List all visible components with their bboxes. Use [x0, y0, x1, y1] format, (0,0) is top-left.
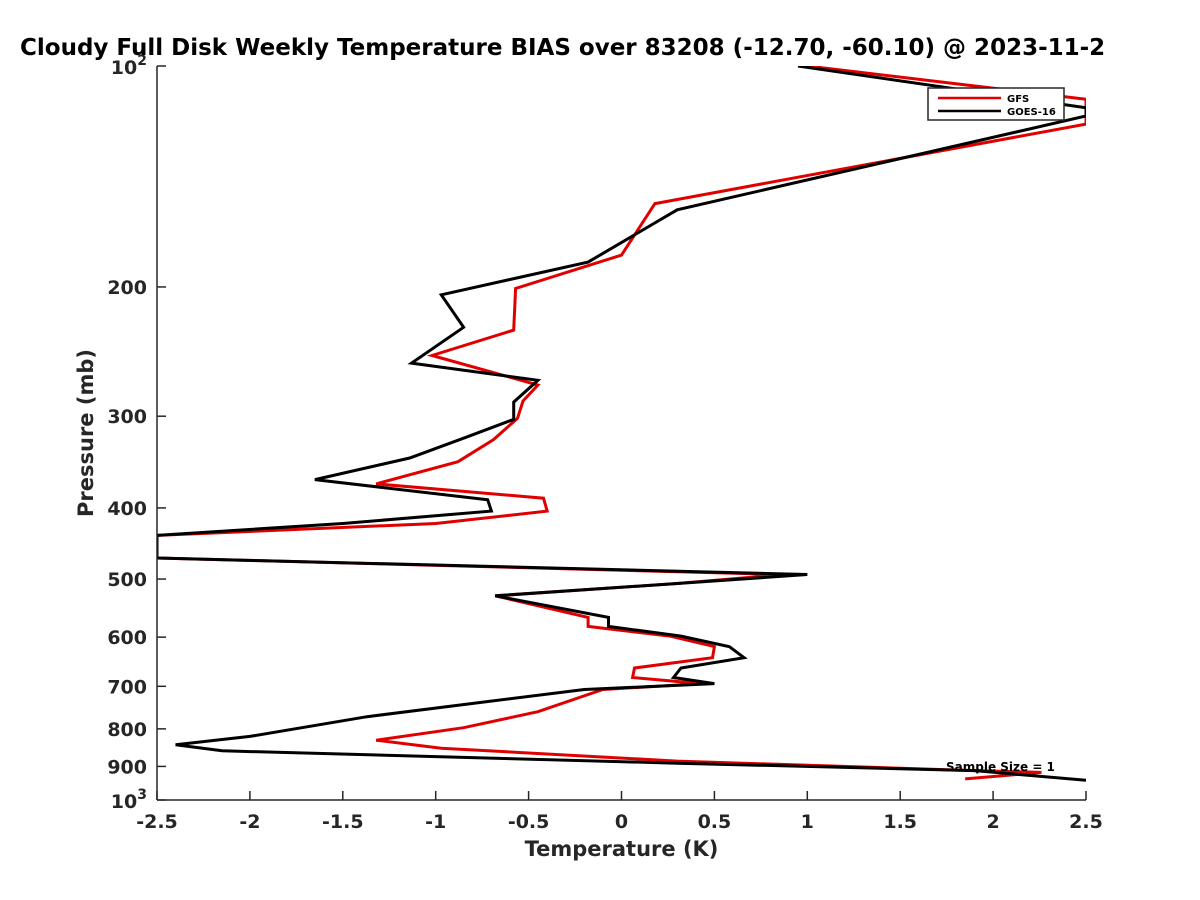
x-tick-label: -1.5	[322, 811, 364, 833]
x-tick-label: -2.5	[136, 811, 178, 833]
series-line-gfs	[157, 66, 1086, 781]
y-tick-label: 900	[107, 756, 147, 778]
x-tick-label: -2	[239, 811, 260, 833]
y-tick-label: 200	[107, 277, 147, 299]
y-tick-label: 500	[107, 569, 147, 591]
y-end-tick-label: 102	[111, 53, 147, 79]
x-tick-label: 2	[986, 811, 999, 833]
series-layer	[157, 66, 1086, 782]
y-axis-label: Pressure (mb)	[74, 349, 98, 517]
legend: GFS GOES-16	[927, 87, 1065, 121]
y-end-tick-base: 10	[111, 57, 137, 79]
x-tick-label: -1	[425, 811, 446, 833]
axes-layer: -2.5 -2 -1.5 -1 -0.5 0 0.5 1 1.5 2 2.5 200 300 400 50…	[107, 53, 1103, 833]
y-tick-label: 300	[107, 406, 147, 428]
y-tick-label: 800	[107, 719, 147, 741]
x-tick-label: 0	[615, 811, 628, 833]
x-tick-label: 1	[801, 811, 814, 833]
x-tick-label: 1.5	[883, 811, 917, 833]
y-tick-label: 400	[107, 498, 147, 520]
y-end-tick-base: 10	[111, 791, 137, 813]
y-tick-label: 700	[107, 676, 147, 698]
legend-label-goes16: GOES-16	[1007, 107, 1056, 118]
y-tick-label: 600	[107, 627, 147, 649]
series-line-goes16	[157, 66, 1086, 782]
y-end-tick-label: 103	[111, 787, 147, 813]
legend-label-gfs: GFS	[1007, 94, 1029, 105]
chart-title: Cloudy Full Disk Weekly Temperature BIAS…	[20, 35, 1105, 61]
x-ticks: -2.5 -2 -1.5 -1 -0.5 0 0.5 1 1.5 2 2.5	[136, 791, 1103, 833]
legend-box	[927, 87, 1065, 121]
x-tick-label: 2.5	[1069, 811, 1103, 833]
y-end-tick-exp: 3	[137, 787, 147, 803]
sample-size-annotation: Sample Size = 1	[946, 760, 1055, 774]
x-axis-label: Temperature (K)	[525, 837, 719, 861]
x-tick-label: 0.5	[698, 811, 732, 833]
x-tick-label: -0.5	[508, 811, 550, 833]
y-end-tick-exp: 2	[137, 53, 147, 69]
